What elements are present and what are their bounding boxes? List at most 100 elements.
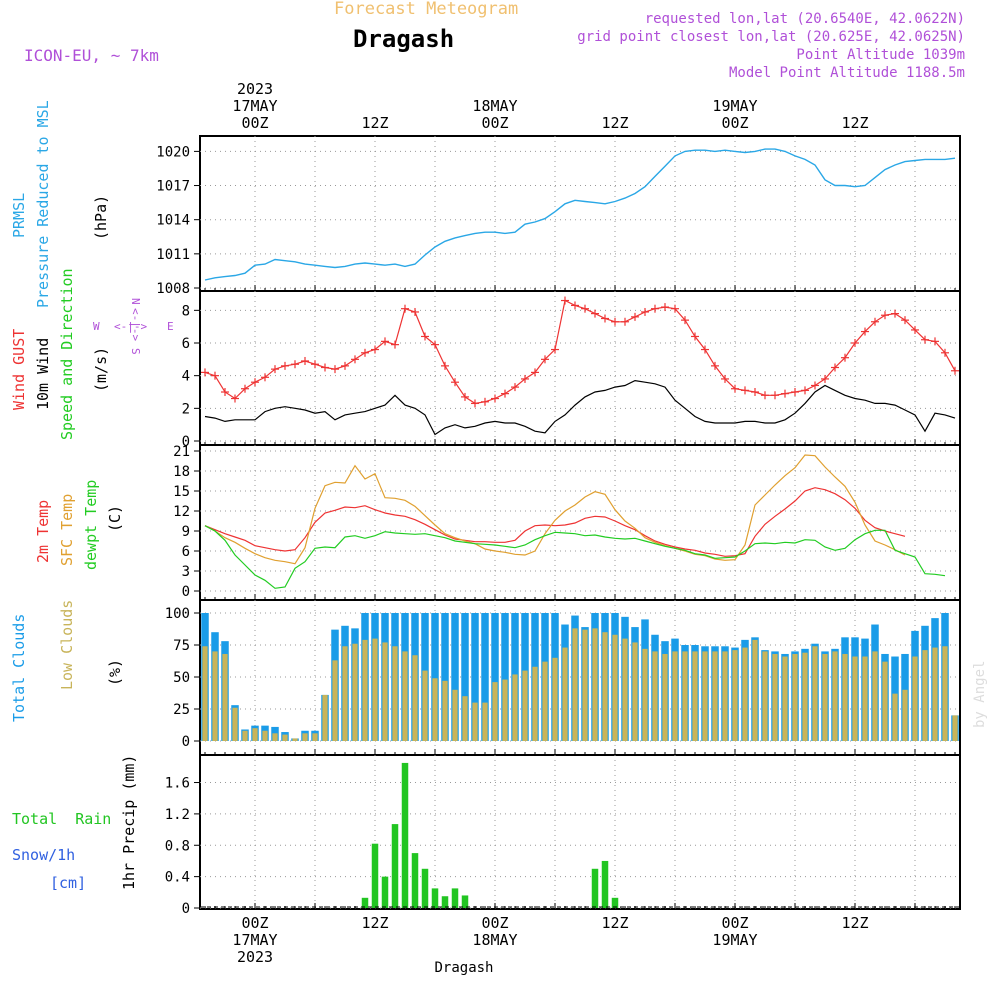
low-cloud-bar — [692, 651, 698, 741]
low-cloud-bar — [212, 651, 218, 741]
total-cloud-bar — [431, 613, 439, 741]
low-cloud-bar — [482, 702, 488, 741]
model-altitude: Model Point Altitude 1188.5m — [729, 65, 965, 81]
precip-ytick-label: 0 — [182, 901, 190, 917]
low-cloud-bar — [342, 646, 348, 741]
low-cloud-bar — [202, 646, 208, 741]
clouds-ytick-label: 75 — [173, 638, 190, 654]
total-cloud-bar — [461, 613, 469, 741]
pressure-line — [204, 148, 956, 281]
wind-ytick-label: 6 — [182, 336, 190, 352]
total-cloud-bar — [491, 613, 499, 741]
low-cloud-bar — [532, 666, 538, 741]
low-cloud-bar — [652, 651, 658, 741]
rain-bar — [431, 888, 439, 908]
total-cloud-bar — [481, 613, 489, 741]
low-cloud-bar — [502, 679, 508, 741]
clouds-ytick-label: 100 — [165, 606, 190, 622]
low-cloud-bar — [472, 702, 478, 741]
low-cloud-bar — [642, 648, 648, 741]
low-cloud-bar — [272, 733, 278, 741]
low-cloud-bar — [722, 651, 728, 741]
wind-panel-labels: Wind GUST 10m Wind Speed and Direction (… — [10, 268, 174, 440]
low-cloud-bar — [612, 634, 618, 741]
bottom-time-label: 00Z — [241, 914, 268, 932]
low-cloud-bar — [922, 650, 928, 741]
low-cloud-bar — [862, 656, 868, 741]
low-cloud-bar — [252, 728, 258, 741]
cloud-panel-labels: Total Clouds Low Clouds (%) — [10, 600, 124, 722]
low-cloud-bar — [392, 646, 398, 741]
snow-label: Snow/1h — [12, 846, 75, 864]
top-time-label: 00Z — [721, 114, 748, 132]
low-cloud-bar — [302, 733, 308, 741]
top-time-label: 12Z — [841, 114, 868, 132]
low-cloud-bar — [732, 650, 738, 741]
wind-gust-line — [204, 299, 956, 405]
low-cloud-bar — [522, 670, 528, 741]
top-time-label: 00Z — [241, 114, 268, 132]
pressure-unit: (hPa) — [92, 195, 110, 240]
low-cloud-bar — [942, 646, 948, 741]
rain-bar — [361, 897, 369, 908]
low-cloud-bar — [242, 730, 248, 741]
low-cloud-bar — [332, 660, 338, 741]
rain-bar — [611, 897, 619, 908]
point-altitude: Point Altitude 1039m — [796, 47, 965, 63]
top-time-label: 00Z — [481, 114, 508, 132]
low-cloud-bar — [842, 653, 848, 741]
pressure-panel-labels: PRMSL Pressure Reduced to MSL (hPa) — [10, 100, 110, 308]
rain-bar — [461, 895, 469, 908]
footer-location: Dragash — [434, 960, 493, 976]
low-cloud-bar — [782, 656, 788, 741]
low-cloud-bar — [752, 639, 758, 741]
low-cloud-bar — [932, 647, 938, 741]
wind-gust-label: Wind GUST — [10, 329, 28, 410]
low-cloud-bar — [362, 639, 368, 741]
requested-coords: requested lon,lat (20.6540E, 42.0622N) — [645, 11, 965, 27]
low-cloud-bar — [662, 653, 668, 741]
total-cloud-bar — [441, 613, 449, 741]
temp-unit: (C) — [106, 505, 124, 532]
low-cloud-bar — [832, 651, 838, 741]
pressure-frame — [199, 135, 961, 292]
low-cloud-bar — [682, 651, 688, 741]
low-cloud-bar — [592, 628, 598, 741]
low-cloud-bar — [872, 651, 878, 741]
low-cloud-bar — [372, 638, 378, 741]
snow-unit-label: [cm] — [50, 874, 86, 892]
low-cloud-bar — [742, 647, 748, 741]
low-cloud-bar — [222, 653, 228, 741]
clouds-unit: (%) — [106, 659, 124, 686]
pressure-ytick-label: 1008 — [156, 281, 190, 297]
top-time-label: 19MAY — [712, 97, 757, 115]
low-cloud-bar — [712, 651, 718, 741]
compass-e: E — [167, 320, 174, 333]
grid-point-coords: grid point closest lon,lat (20.625E, 42.… — [577, 29, 965, 45]
temperature-ytick-label: 9 — [182, 524, 190, 540]
rain-bar — [391, 824, 399, 908]
bottom-time-label: 12Z — [601, 914, 628, 932]
precip-frame — [199, 754, 961, 910]
wind-ytick-label: 4 — [182, 369, 190, 385]
pressure-ytick-label: 1011 — [156, 247, 190, 263]
wind-ytick-label: 0 — [182, 434, 190, 450]
low-cloud-bar — [772, 653, 778, 741]
clouds-ytick-label: 50 — [173, 670, 190, 686]
compass-arrow-h: <-|-> — [114, 320, 147, 333]
bottom-time-label: 18MAY — [472, 931, 517, 949]
pressure-ytick-label: 1020 — [156, 144, 190, 160]
low-cloud-bar — [452, 689, 458, 741]
total-rain-label: Total Rain — [12, 810, 111, 828]
low-cloud-bar — [892, 693, 898, 741]
temperature-frame — [199, 444, 961, 601]
low-cloud-bar — [542, 661, 548, 741]
low-cloud-bar — [632, 642, 638, 741]
low-cloud-bar — [422, 670, 428, 741]
low-cloud-bar — [902, 689, 908, 741]
low-cloud-bar — [572, 628, 578, 741]
bottom-time-label: 12Z — [841, 914, 868, 932]
rain-bar — [381, 876, 389, 908]
